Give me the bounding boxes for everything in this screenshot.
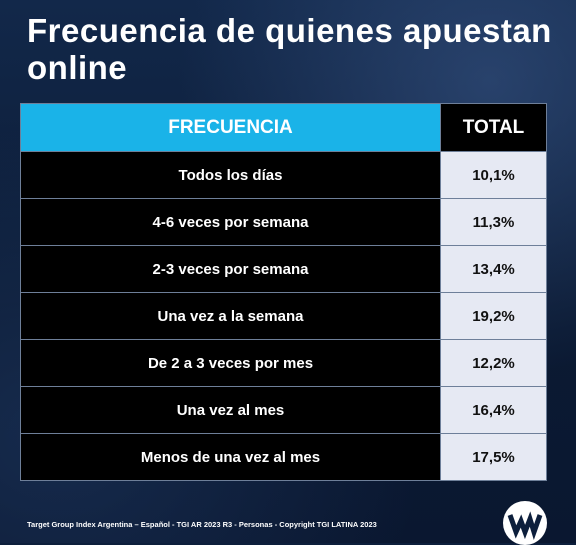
row-label: Una vez al mes [20,386,441,434]
row-value: 10,1% [440,151,547,199]
table-row: Menos de una vez al mes 17,5% [20,433,547,481]
table-row: 2-3 veces por semana 13,4% [20,245,547,293]
row-value: 12,2% [440,339,547,387]
column-header-frecuencia: FRECUENCIA [20,103,441,152]
page-title: Frecuencia de quienes apuestan online [27,12,552,86]
row-value: 17,5% [440,433,547,481]
table-row: 4-6 veces por semana 11,3% [20,198,547,246]
wm-logo-graphic [507,511,543,540]
frequency-table: FRECUENCIA TOTAL Todos los días 10,1% 4-… [20,103,547,481]
row-label: 2-3 veces por semana [20,245,441,293]
wm-logo-icon [503,501,547,545]
row-label: De 2 a 3 veces por mes [20,339,441,387]
row-value: 13,4% [440,245,547,293]
row-label: 4-6 veces por semana [20,198,441,246]
table-header-row: FRECUENCIA TOTAL [20,103,547,152]
table-row: Todos los días 10,1% [20,151,547,199]
column-header-total: TOTAL [440,103,547,152]
row-label: Todos los días [20,151,441,199]
row-label: Una vez a la semana [20,292,441,340]
row-value: 16,4% [440,386,547,434]
row-value: 19,2% [440,292,547,340]
row-value: 11,3% [440,198,547,246]
table-row: De 2 a 3 veces por mes 12,2% [20,339,547,387]
source-footer: Target Group Index Argentina – Español -… [27,520,377,529]
row-label: Menos de una vez al mes [20,433,441,481]
table-row: Una vez al mes 16,4% [20,386,547,434]
table-row: Una vez a la semana 19,2% [20,292,547,340]
